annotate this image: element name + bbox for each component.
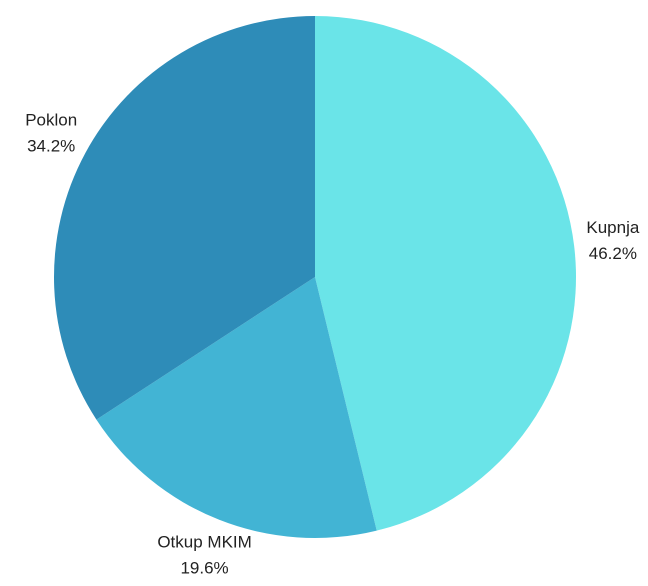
slice-value-label: 19.6%: [180, 558, 228, 577]
slice-label: Kupnja: [586, 218, 639, 237]
slice-label: Poklon: [25, 111, 77, 130]
slice-label: Otkup MKIM: [157, 532, 251, 551]
slice-value-label: 34.2%: [27, 137, 75, 156]
pie-slice: [96, 277, 377, 538]
pie-slice: [54, 16, 315, 420]
slice-value-label: 46.2%: [589, 244, 637, 263]
pie-slice: [315, 16, 576, 531]
